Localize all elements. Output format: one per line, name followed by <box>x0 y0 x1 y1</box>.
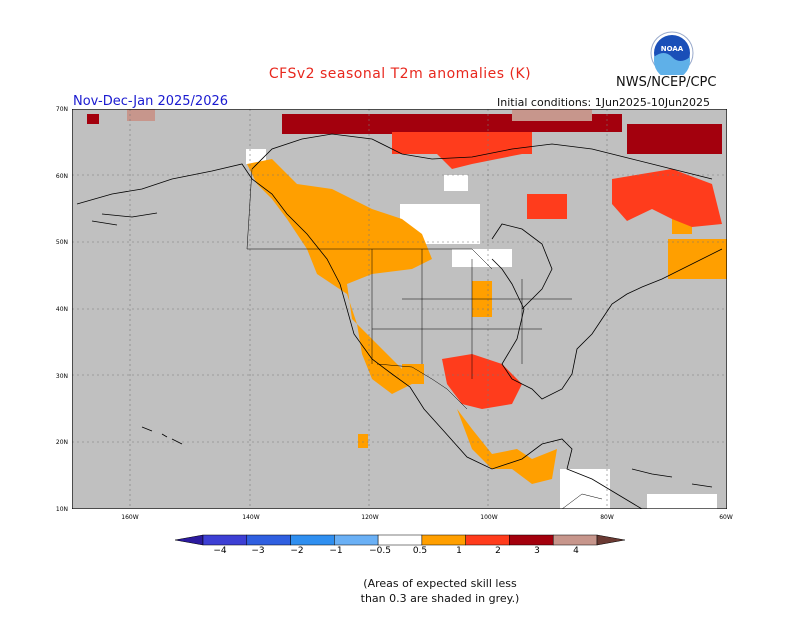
colorbar-segment <box>509 534 554 546</box>
lon-label-140w: 140W <box>242 514 260 521</box>
skill-note-line2: than 0.3 are shaded in grey.) <box>360 592 520 605</box>
lat-label-10n: 10N <box>55 506 68 513</box>
lat-label-70n: 70N <box>55 106 68 113</box>
lat-label-30n: 30N <box>55 373 68 380</box>
colorbar-segment <box>246 534 291 546</box>
colorbar-label-neg2: −2 <box>290 546 304 556</box>
political-borders <box>246 168 603 509</box>
colorbar-segment <box>421 534 466 546</box>
neutral-land-regions <box>246 149 717 509</box>
skill-note: (Areas of expected skill less than 0.3 a… <box>320 576 560 606</box>
map-title: CFSv2 seasonal T2m anomalies (K) <box>268 66 532 82</box>
lat-label-20n: 20N <box>55 439 68 446</box>
lon-label-100w: 100W <box>480 514 498 521</box>
lon-label-60w: 60W <box>719 514 733 521</box>
lat-label-50n: 50N <box>55 239 68 246</box>
colorbar-label-neg1: −1 <box>329 546 343 556</box>
anomaly-3-4-regions <box>127 109 592 121</box>
initial-conditions-label: Initial conditions: 1Jun2025-10Jun2025 <box>497 96 711 109</box>
lon-label-120w: 120W <box>361 514 379 521</box>
colorbar-segment <box>334 534 379 546</box>
anomaly-map <box>72 109 727 509</box>
colorbar-label-3: 3 <box>534 546 540 556</box>
colorbar-label-1: 1 <box>456 546 462 556</box>
colorbar-segment <box>552 534 598 546</box>
lon-label-160w: 160W <box>121 514 139 521</box>
colorbar-label-2: 2 <box>495 546 501 556</box>
agency-label: NWS/NCEP/CPC <box>616 75 717 90</box>
anomaly-2-3-regions <box>87 114 722 154</box>
colorbar-segment <box>377 534 423 546</box>
lat-label-60n: 60N <box>55 173 68 180</box>
colorbar-segment <box>465 534 510 546</box>
colorbar-segment <box>202 534 248 546</box>
lon-label-80w: 80W <box>600 514 614 521</box>
colorbar-segment-high-end <box>596 534 625 546</box>
season-label: Nov-Dec-Jan 2025/2026 <box>73 94 229 109</box>
colorbar-segment <box>290 534 335 546</box>
colorbar-segments <box>175 534 625 546</box>
colorbar-segment-low-end <box>175 534 204 546</box>
noaa-logo-icon: NOAA <box>650 31 694 75</box>
skill-note-line1: (Areas of expected skill less <box>363 577 517 590</box>
graticule <box>72 109 727 509</box>
anomaly-0p5-1-regions <box>247 159 727 484</box>
colorbar-label-4: 4 <box>573 546 579 556</box>
colorbar <box>175 534 625 546</box>
lat-label-40n: 40N <box>55 306 68 313</box>
colorbar-label-neg3: −3 <box>251 546 265 556</box>
svg-text:NOAA: NOAA <box>661 45 684 53</box>
colorbar-label-0p5: 0.5 <box>412 546 428 556</box>
colorbar-label-neg0p5: −0.5 <box>369 546 391 556</box>
colorbar-label-neg4: −4 <box>213 546 227 556</box>
